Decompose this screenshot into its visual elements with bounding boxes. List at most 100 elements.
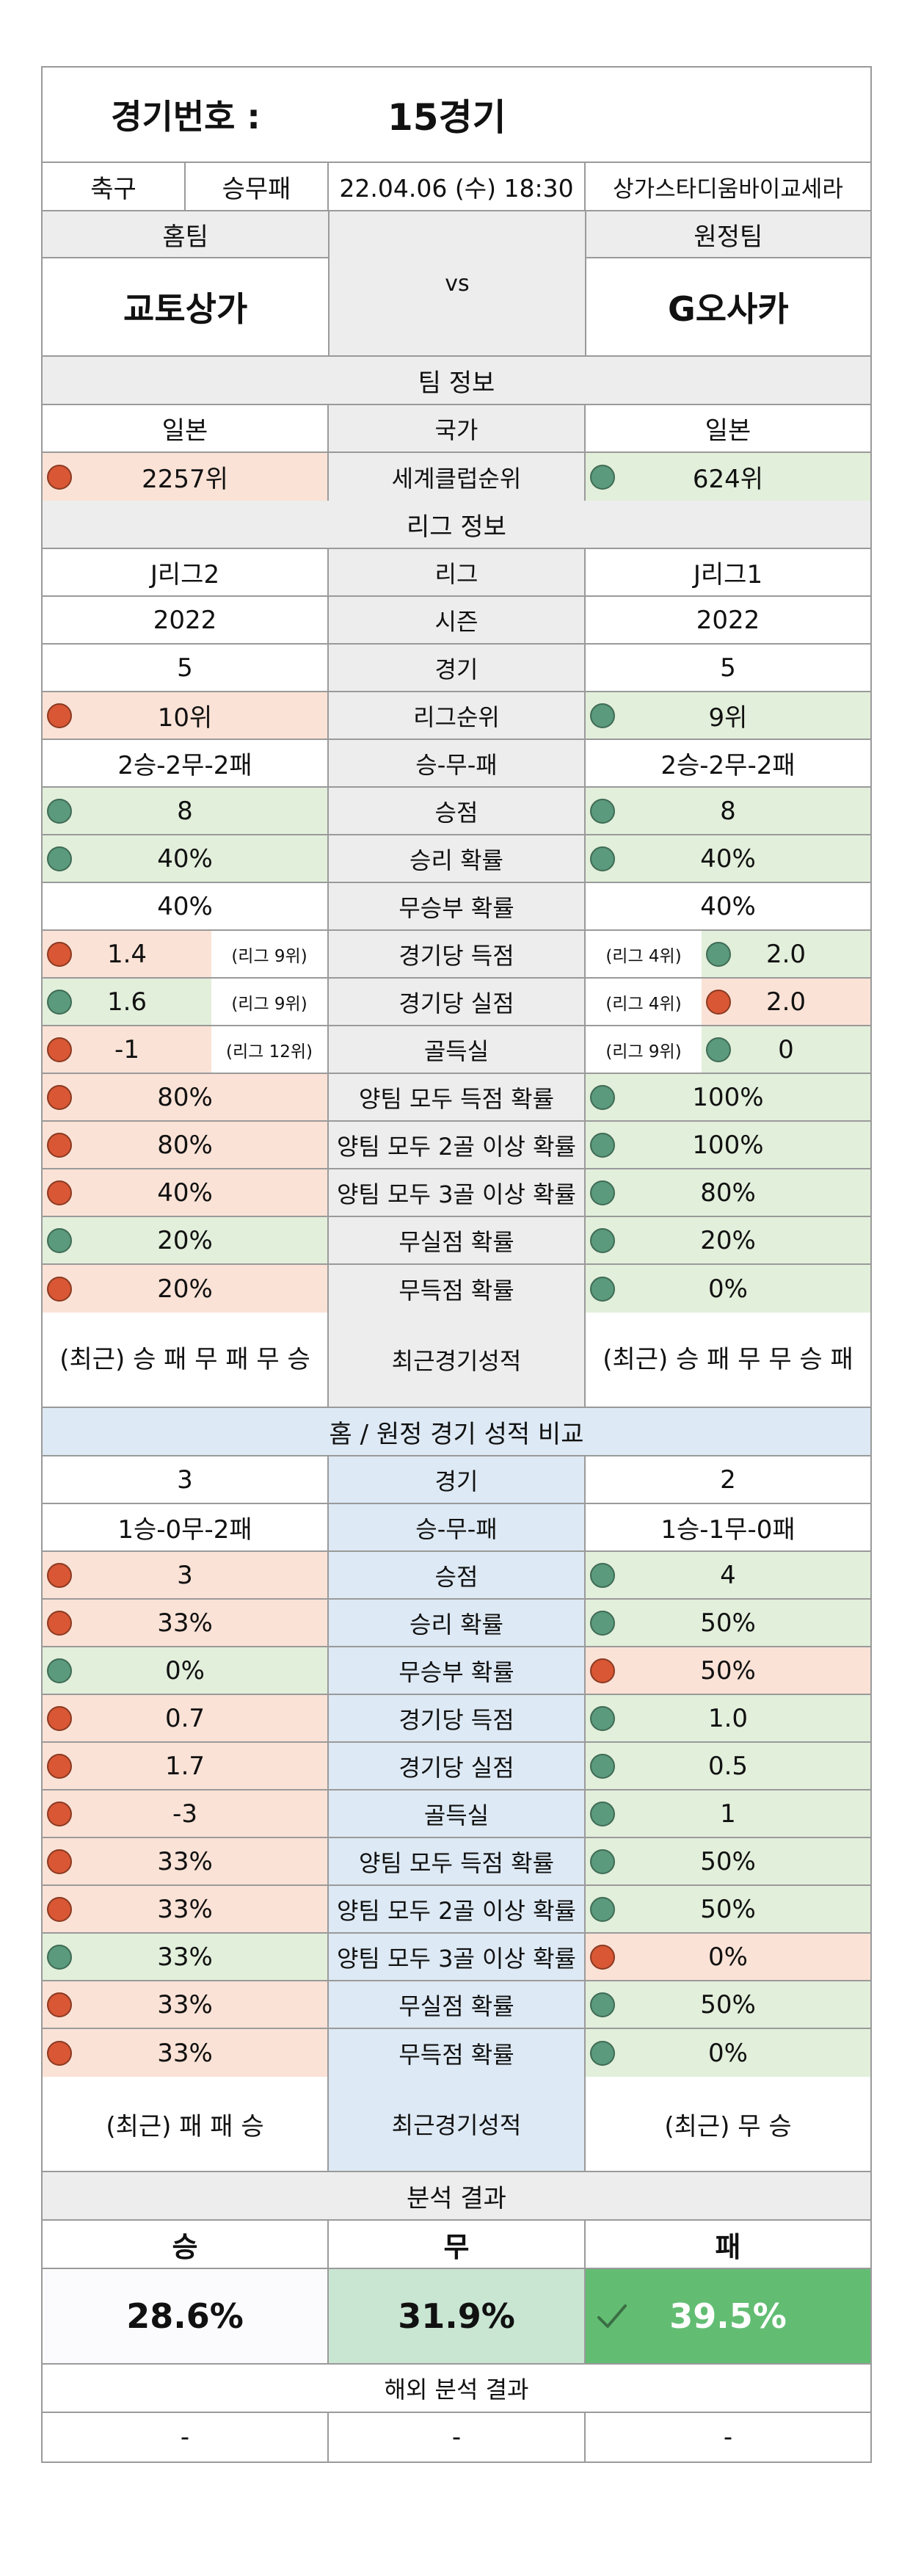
away-stat-value: 2022 <box>696 605 760 635</box>
teams-row: 홈팀 교토상가 vs 원정팀 G오사카 <box>43 211 870 357</box>
away-stat-value: 624위 <box>692 465 764 494</box>
away-stat-value: 50% <box>700 1894 756 1924</box>
away-stat-value: 5 <box>720 653 736 683</box>
home-stat-value: 1.7 <box>164 1751 205 1781</box>
stat-row: 33% 승리 확률 50% <box>43 1600 870 1647</box>
green-dot-icon <box>590 703 615 728</box>
stat-label: 무득점 확률 <box>329 2029 586 2077</box>
stat-row: 40% 양팀 모두 3골 이상 확률 80% <box>43 1169 870 1217</box>
green-dot-icon <box>590 1084 615 1110</box>
home-stat-value: 2022 <box>153 605 217 635</box>
stat-row: 80% 양팀 모두 득점 확률 100% <box>43 1074 870 1122</box>
home-stat-value: 33% <box>157 2038 213 2068</box>
red-dot-icon <box>47 1848 72 1874</box>
stat-row: 80% 양팀 모두 2골 이상 확률 100% <box>43 1122 870 1169</box>
stat-row: 40% 승리 확률 40% <box>43 835 870 883</box>
home-stat-cell: -1 (리그 12위) <box>43 1026 329 1073</box>
home-stat-cell: 2257위 <box>43 453 329 501</box>
home-stat-cell: 2승-2무-2패 <box>43 740 329 786</box>
home-stat-cell: 3 <box>43 1456 329 1503</box>
home-stat-cell: 1.7 <box>43 1743 329 1789</box>
red-dot-icon <box>590 1658 615 1683</box>
stat-row: 33% 양팀 모두 득점 확률 50% <box>43 1838 870 1886</box>
away-league-rank: (리그 4위) <box>605 994 682 1014</box>
away-stat-cell: 2승-2무-2패 <box>586 740 870 786</box>
green-dot-icon <box>590 1180 615 1205</box>
away-stat-cell: 80% <box>586 1169 870 1216</box>
away-stat-value: 2승-2무-2패 <box>660 751 796 780</box>
away-league-rank: (리그 9위) <box>605 1042 682 1062</box>
away-stat-value: 4 <box>720 1560 736 1590</box>
home-stat-cell: 8 <box>43 788 329 834</box>
home-stat-cell: 33% <box>43 1886 329 1932</box>
analysis-win-label: 승 <box>43 2221 329 2268</box>
analysis-draw-label: 무 <box>329 2221 586 2268</box>
analysis-title: 분석 결과 <box>43 2172 870 2219</box>
away-stat-cell: 1승-1무-0패 <box>586 1504 870 1550</box>
away-stat-cell: (리그 9위) 0 <box>586 1026 870 1073</box>
stat-row: 33% 양팀 모두 2골 이상 확률 50% <box>43 1886 870 1934</box>
away-stat-cell: 100% <box>586 1122 870 1168</box>
home-stat-value: 40% <box>157 891 213 921</box>
red-dot-icon <box>47 1037 72 1062</box>
away-stat-value: 40% <box>700 843 756 874</box>
stat-label: 경기당 실점 <box>329 979 586 1025</box>
stat-label: 양팀 모두 3골 이상 확률 <box>329 1934 586 1980</box>
away-stat-cell: 9위 <box>586 692 870 739</box>
league-info-title: 리그 정보 <box>43 501 870 548</box>
match-number: 15경기 <box>387 96 506 139</box>
away-stat-cell: (리그 4위) 2.0 <box>586 979 870 1025</box>
stat-label: 승리 확률 <box>329 1600 586 1646</box>
home-away-header: 홈 / 원정 경기 성적 비교 <box>43 1408 870 1456</box>
away-stat-value: 0 <box>778 1034 794 1064</box>
stat-label: 리그순위 <box>329 692 586 739</box>
away-stat-cell: 0% <box>586 2029 870 2077</box>
venue: 상가스타디움바이교세라 <box>613 175 843 203</box>
home-stat-value: 5 <box>177 653 193 683</box>
home-stat-value: 80% <box>157 1130 213 1160</box>
away-stat-value: 1.0 <box>707 1703 749 1733</box>
overseas-win: - <box>43 2413 329 2461</box>
away-stat-cell: 100% <box>586 1074 870 1120</box>
check-icon <box>597 2304 627 2328</box>
away-stat-cell: 50% <box>586 1981 870 2028</box>
home-stat-value: J리그2 <box>150 560 220 589</box>
red-dot-icon <box>47 2040 72 2066</box>
red-dot-icon <box>47 1992 72 2017</box>
away-stat-value: 1 <box>720 1799 736 1829</box>
home-stat-value: -3 <box>172 1799 197 1829</box>
away-stat-value: 1승-1무-0패 <box>660 1515 796 1545</box>
away-stat-value: 50% <box>700 1655 756 1686</box>
green-dot-icon <box>47 989 72 1015</box>
away-stat-cell: 50% <box>586 1886 870 1932</box>
away-stat-cell: 8 <box>586 788 870 834</box>
green-dot-icon <box>590 2040 615 2066</box>
away-stat-cell: 20% <box>586 1217 870 1263</box>
stat-row: -3 골득실 1 <box>43 1790 870 1838</box>
stat-label: 무승부 확률 <box>329 1647 586 1694</box>
away-stat-value: 8 <box>720 796 736 826</box>
away-stat-cell: 50% <box>586 1600 870 1646</box>
green-dot-icon <box>47 1944 72 1970</box>
stat-label: 시즌 <box>329 597 586 643</box>
match-number-label: 경기번호 : <box>111 97 261 137</box>
green-dot-icon <box>590 798 615 824</box>
home-stat-cell: 33% <box>43 1838 329 1884</box>
home-stat-value: 1.4 <box>106 939 148 969</box>
away-team-name: G오사카 <box>667 289 789 329</box>
stat-label: 경기 <box>329 1456 586 1503</box>
red-dot-icon <box>47 1084 72 1110</box>
home-stat-cell: 3 <box>43 1552 329 1598</box>
stat-row: J리그2 리그 J리그1 <box>43 549 870 597</box>
home-team-name: 교토상가 <box>123 289 248 329</box>
overseas-title: 해외 분석 결과 <box>384 2376 529 2403</box>
team-info-rows: 일본 국가 일본 2257위 세계클럽순위 624위 <box>43 405 870 501</box>
analysis-draw-value: 31.9% <box>329 2269 586 2363</box>
home-stat-value: 80% <box>157 1082 213 1112</box>
home-away-recent-home: (최근) 패 패 승 <box>43 2077 329 2171</box>
green-dot-icon <box>590 1610 615 1636</box>
sport: 축구 <box>43 163 186 210</box>
home-stat-cell: 일본 <box>43 405 329 451</box>
home-stat-value: 0.7 <box>164 1703 205 1733</box>
home-stat-cell: -3 <box>43 1790 329 1837</box>
